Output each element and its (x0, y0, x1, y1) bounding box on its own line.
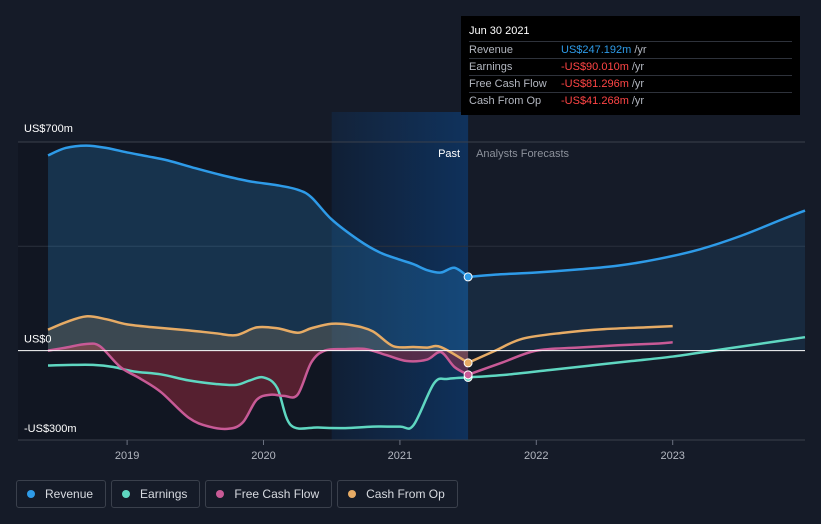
tooltip-unit: /yr (631, 61, 645, 73)
y-tick-label: -US$300m (24, 423, 77, 435)
x-tick-label: 2019 (115, 450, 139, 462)
legend-item-earnings[interactable]: Earnings (111, 480, 201, 508)
legend-item-revenue[interactable]: Revenue (16, 480, 107, 508)
tooltip-unit: /yr (631, 95, 645, 107)
tooltip-row-cash-from-op: Cash From Op -US$41.268m /yr (469, 92, 792, 109)
tooltip-row-revenue: Revenue US$247.192m /yr (469, 41, 792, 58)
past-label: Past (438, 148, 460, 160)
cash-from-op-dot-icon (348, 490, 357, 498)
x-tick-label: 2023 (660, 450, 684, 462)
tooltip-date: Jun 30 2021 (469, 25, 530, 37)
tooltip-value: -US$41.268m (561, 95, 629, 107)
highlight-region (331, 112, 469, 440)
revenue-area (48, 145, 469, 351)
tooltip-unit: /yr (631, 78, 645, 90)
free-cash-flow-line (47, 342, 469, 431)
legend: Revenue Earnings Free Cash Flow Cash Fro… (16, 480, 458, 508)
y-tick-label: US$700m (24, 123, 73, 135)
revenue-forecast-line (467, 209, 806, 279)
tooltip-label: Revenue (469, 44, 514, 56)
tooltip-row-free-cash-flow: Free Cash Flow -US$81.296m /yr (469, 75, 792, 92)
free-cash-flow-dot-icon (216, 490, 225, 498)
legend-label: Earnings (140, 487, 188, 501)
earnings-dot-icon (122, 490, 131, 498)
tooltip-row-earnings: Earnings -US$90.010m /yr (469, 58, 792, 75)
free-cash-flow-forecast-line (467, 341, 673, 376)
tooltip-value: US$247.192m (561, 44, 632, 56)
x-tick-label: 2022 (524, 450, 548, 462)
free-cash-flow-area (48, 343, 469, 429)
tooltip-label: Earnings (469, 61, 513, 73)
y-tick-label: US$0 (24, 334, 52, 346)
tooltip-value: -US$90.010m (561, 61, 629, 73)
revenue-marker (463, 272, 473, 282)
cash-from-op-line (47, 315, 469, 364)
legend-label: Cash From Op (366, 487, 445, 501)
x-tick-label: 2020 (251, 450, 275, 462)
forecast-label: Analysts Forecasts (476, 148, 569, 160)
revenue-line (47, 144, 469, 279)
cash-from-op-marker (463, 358, 473, 368)
earnings-line (47, 363, 469, 430)
tooltip-unit: /yr (634, 44, 647, 56)
free-cash-flow-marker (463, 370, 473, 380)
legend-label: Free Cash Flow (234, 487, 320, 501)
tooltip: Jun 30 2021 Revenue US$247.192m /yr Earn… (461, 16, 800, 115)
tooltip-label: Free Cash Flow (469, 78, 547, 90)
legend-item-cash-from-op[interactable]: Cash From Op (337, 480, 458, 508)
tooltip-value: -US$81.296m (561, 78, 629, 90)
revenue-forecast-area (468, 210, 805, 351)
earnings-forecast-line (468, 335, 806, 379)
legend-label: Revenue (45, 487, 94, 501)
x-tick-label: 2021 (388, 450, 412, 462)
revenue-dot-icon (27, 490, 35, 498)
tooltip-label: Cash From Op (469, 95, 542, 107)
legend-item-free-cash-flow[interactable]: Free Cash Flow (205, 480, 333, 508)
